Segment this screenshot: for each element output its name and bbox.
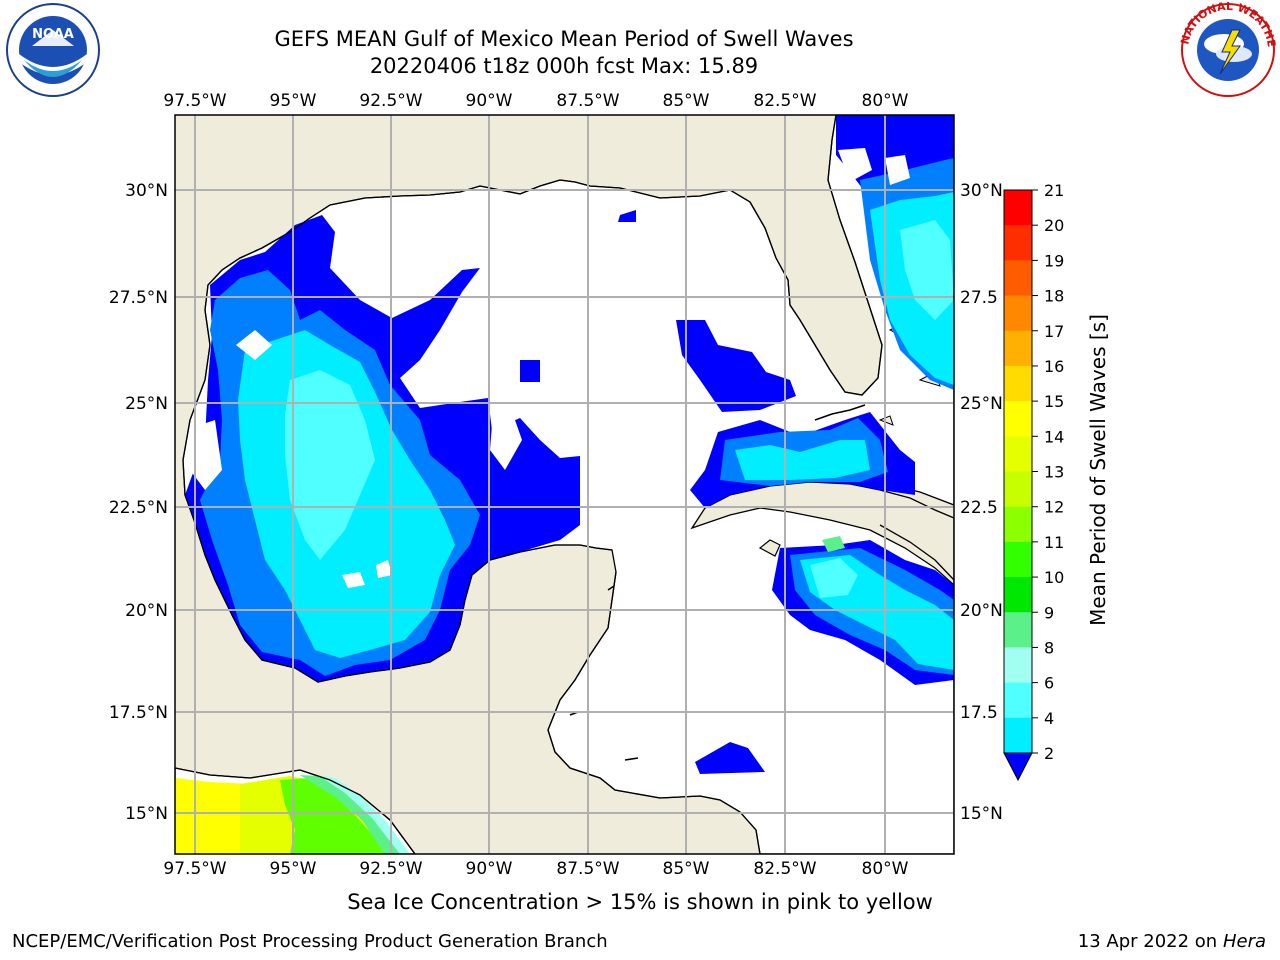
- lat-label: 22.5: [960, 498, 998, 518]
- colorbar-extend-arrow: [1003, 752, 1033, 782]
- no-data-patches: [190, 148, 910, 588]
- colorbar-tick-label: 21: [1044, 181, 1064, 200]
- lat-label: 25°N: [960, 394, 1003, 414]
- graticule: [175, 115, 954, 854]
- colorbar-bin: [1004, 260, 1032, 297]
- colorbar-tick-label: 15: [1044, 392, 1064, 411]
- colorbar-tick-label: 16: [1044, 357, 1064, 376]
- lon-label: 92.5°W: [359, 859, 422, 879]
- national-weather-service-logo: NATIONAL WEATHER SERVICE: [1176, 0, 1278, 97]
- lon-label: 97.5°W: [163, 859, 226, 879]
- colorbar-bin: [1004, 717, 1032, 754]
- colorbar-bin: [1004, 471, 1032, 508]
- colorbar-tick-label: 19: [1044, 251, 1064, 270]
- colorbar-bin: [1004, 365, 1032, 402]
- lon-label: 87.5°W: [556, 91, 619, 111]
- map-subtitle: 20220406 t18z 000h fcst Max: 15.89: [369, 54, 759, 78]
- lat-label: 17.5: [960, 703, 998, 723]
- generation-date: 13 Apr 2022 on Hera: [1078, 931, 1266, 952]
- colorbar-bin: [1004, 295, 1032, 332]
- lat-label: 15°N: [960, 804, 1003, 824]
- lon-label: 80°W: [862, 91, 909, 111]
- lat-label: 20°N: [960, 601, 1003, 621]
- colorbar-bin: [1004, 225, 1032, 261]
- lon-label: 95°W: [270, 91, 317, 111]
- lon-label: 90°W: [466, 91, 513, 111]
- lat-label: 27.5°N: [109, 288, 168, 308]
- lat-label: 25°N: [125, 394, 168, 414]
- lat-labels-left: 30°N 27.5°N 25°N 22.5°N 20°N 17.5°N 15°N: [109, 181, 168, 824]
- lon-label: 87.5°W: [556, 859, 619, 879]
- colorbar-tick-label: 8: [1044, 638, 1054, 657]
- colorbar-tick-label: 9: [1044, 603, 1054, 622]
- lat-label: 15°N: [125, 804, 168, 824]
- colorbar-bin: [1004, 401, 1032, 437]
- lon-label: 82.5°W: [753, 91, 816, 111]
- colorbar-title: Mean Period of Swell Waves [s]: [1086, 314, 1110, 626]
- colorbar-tick-label: 2: [1044, 744, 1054, 763]
- lat-label: 20°N: [125, 601, 168, 621]
- colorbar-bin: [1004, 577, 1032, 613]
- map-frame: [174, 114, 955, 855]
- colorbar-tick-label: 11: [1044, 533, 1064, 552]
- host-name: Hera: [1222, 931, 1266, 952]
- lon-label: 92.5°W: [359, 91, 422, 111]
- lon-label: 90°W: [466, 859, 513, 879]
- colorbar-tick-label: 13: [1044, 463, 1064, 482]
- lon-label: 85°W: [663, 91, 710, 111]
- swell-period-8s: [285, 220, 954, 598]
- lat-label: 22.5°N: [109, 498, 168, 518]
- colorbar-bin: [1004, 682, 1032, 719]
- lon-label: 85°W: [663, 859, 710, 879]
- colorbar-tick-label: 6: [1044, 674, 1054, 693]
- lon-label: 95°W: [270, 859, 317, 879]
- lat-labels-right: 30°N 27.5 25°N 22.5 20°N 17.5 15°N: [960, 181, 1003, 824]
- colorbar-bin: [1004, 436, 1032, 472]
- noaa-logo: NOAA: [6, 3, 100, 97]
- colorbar-bin: [1004, 612, 1032, 648]
- colorbar-tick-label: 12: [1044, 498, 1064, 517]
- lon-label: 97.5°W: [163, 91, 226, 111]
- lon-labels-bottom: 97.5°W 95°W 92.5°W 90°W 87.5°W 85°W 82.5…: [163, 859, 908, 879]
- colorbar-bin: [1004, 190, 1032, 226]
- lat-label: 17.5°N: [109, 703, 168, 723]
- map-area: [175, 115, 954, 854]
- colorbar-bin: [1004, 541, 1032, 578]
- colorbar-bin: [1004, 506, 1032, 543]
- colorbar-tick-label: 10: [1044, 568, 1064, 587]
- colorbar-tick-label: 20: [1044, 216, 1064, 235]
- sea-ice-note: Sea Ice Concentration > 15% is shown in …: [347, 890, 933, 914]
- colorbar-tick-label: 17: [1044, 322, 1064, 341]
- colorbar-tick-label: 18: [1044, 287, 1064, 306]
- colorbar-bin: [1004, 647, 1032, 684]
- lon-label: 82.5°W: [753, 859, 816, 879]
- colorbar: 21 20 19 18 17 16 15 14 13 12 11 10 9 8 6 4 2: [1003, 181, 1064, 782]
- colorbar-bin: [1004, 330, 1032, 367]
- lon-labels-top: 97.5°W 95°W 92.5°W 90°W 87.5°W 85°W 82.5…: [163, 91, 908, 111]
- producer-credit: NCEP/EMC/Verification Post Processing Pr…: [12, 931, 608, 952]
- lat-label: 27.5: [960, 288, 998, 308]
- lat-label: 30°N: [125, 181, 168, 201]
- generation-date-text: 13 Apr 2022 on: [1077, 931, 1223, 952]
- lon-label: 80°W: [862, 859, 909, 879]
- lat-label: 30°N: [960, 181, 1003, 201]
- colorbar-tick-label: 4: [1044, 709, 1054, 728]
- pacific-swell: [175, 775, 410, 854]
- swell-period-10s: [822, 536, 845, 552]
- colorbar-tick-label: 14: [1044, 427, 1064, 446]
- map-title: GEFS MEAN Gulf of Mexico Mean Period of …: [274, 27, 854, 51]
